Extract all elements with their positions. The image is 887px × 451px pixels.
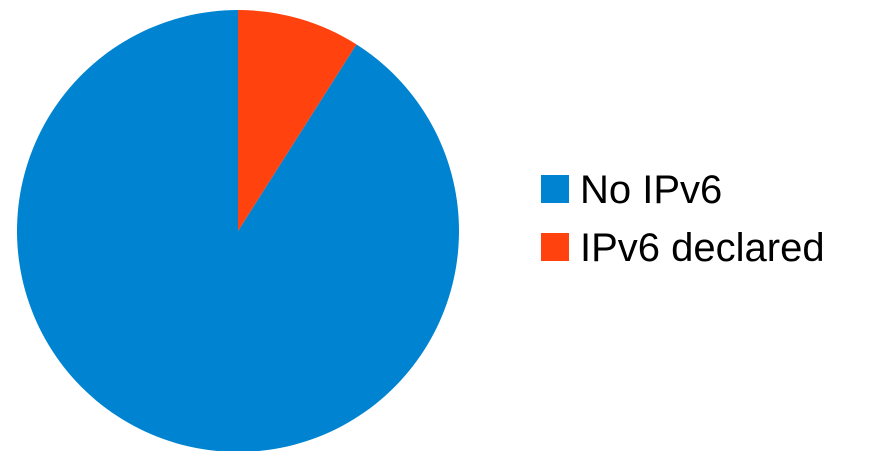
pie-slice-ipv6-declared	[238, 10, 357, 231]
legend: No IPv6 IPv6 declared	[541, 168, 825, 270]
legend-label-no-ipv6: No IPv6	[580, 168, 722, 212]
pie-slices	[17, 10, 459, 451]
legend-label-ipv6-declared: IPv6 declared	[580, 226, 825, 270]
legend-swatch-no-ipv6	[541, 175, 569, 203]
legend-swatch-ipv6-declared	[541, 233, 569, 261]
pie-slice-no-ipv6	[17, 10, 459, 451]
